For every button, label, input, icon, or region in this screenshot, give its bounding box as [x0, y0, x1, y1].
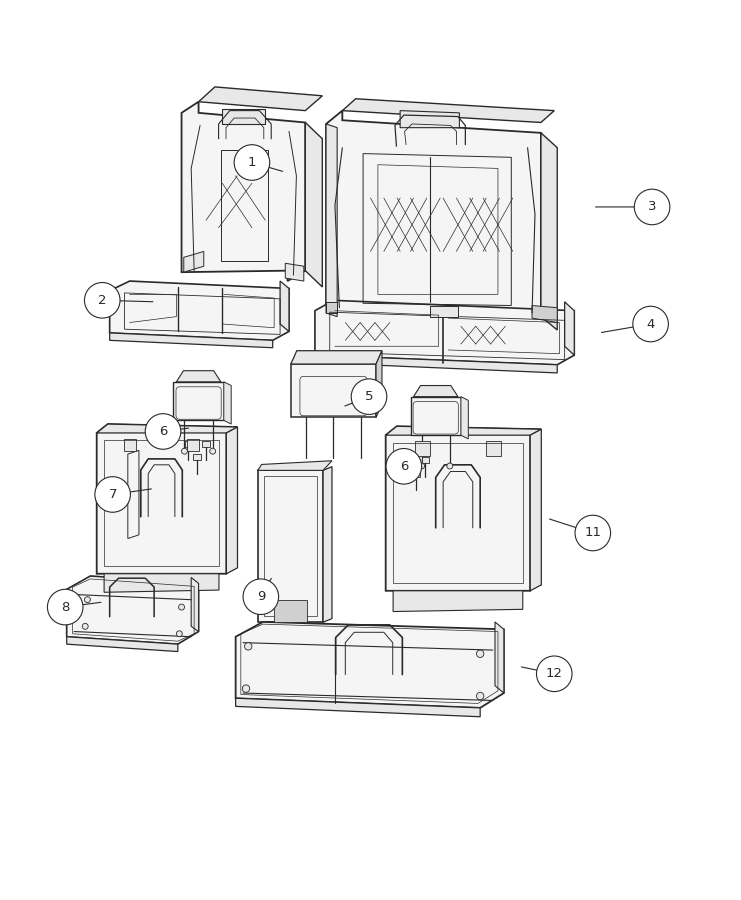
Polygon shape [326, 124, 337, 317]
Text: 7: 7 [108, 488, 117, 501]
Polygon shape [400, 111, 459, 128]
Polygon shape [326, 111, 541, 317]
Polygon shape [193, 454, 201, 461]
Circle shape [476, 650, 484, 658]
Polygon shape [184, 251, 204, 272]
Polygon shape [202, 441, 210, 447]
Circle shape [245, 643, 252, 650]
Polygon shape [342, 99, 554, 122]
Polygon shape [315, 301, 574, 364]
Polygon shape [185, 441, 192, 447]
Circle shape [179, 604, 185, 610]
Polygon shape [187, 439, 199, 452]
Polygon shape [67, 576, 199, 644]
Polygon shape [236, 622, 504, 708]
Circle shape [633, 306, 668, 342]
Polygon shape [67, 636, 178, 652]
Polygon shape [305, 122, 322, 287]
Polygon shape [290, 351, 382, 364]
Polygon shape [274, 600, 307, 622]
Circle shape [95, 477, 130, 512]
Polygon shape [315, 356, 557, 373]
Circle shape [176, 631, 182, 636]
Polygon shape [326, 302, 337, 313]
Polygon shape [280, 281, 289, 331]
Polygon shape [182, 102, 305, 281]
Circle shape [243, 579, 279, 615]
Polygon shape [199, 87, 322, 111]
Polygon shape [415, 441, 430, 456]
Polygon shape [531, 429, 541, 590]
Polygon shape [173, 382, 224, 420]
Polygon shape [393, 590, 522, 611]
Text: 9: 9 [256, 590, 265, 603]
Circle shape [47, 590, 83, 625]
Polygon shape [227, 427, 237, 573]
Polygon shape [285, 264, 304, 281]
Polygon shape [486, 441, 501, 456]
Circle shape [536, 656, 572, 691]
Text: 3: 3 [648, 201, 657, 213]
Circle shape [447, 463, 453, 469]
Polygon shape [411, 397, 461, 436]
Polygon shape [176, 371, 221, 382]
Circle shape [84, 597, 90, 603]
Circle shape [84, 283, 120, 318]
Circle shape [234, 145, 270, 180]
Polygon shape [385, 427, 541, 590]
Polygon shape [430, 305, 458, 317]
Circle shape [386, 448, 422, 484]
Circle shape [182, 448, 187, 454]
Polygon shape [541, 133, 557, 330]
Polygon shape [110, 333, 273, 347]
Polygon shape [495, 622, 504, 693]
Circle shape [242, 685, 250, 692]
Text: 2: 2 [98, 293, 107, 307]
Text: 6: 6 [159, 425, 167, 438]
Circle shape [575, 515, 611, 551]
Polygon shape [422, 457, 429, 464]
Text: 11: 11 [585, 526, 601, 539]
Polygon shape [461, 397, 468, 439]
Polygon shape [191, 578, 199, 632]
Polygon shape [236, 698, 480, 716]
Text: 8: 8 [61, 600, 70, 614]
Text: 1: 1 [247, 156, 256, 169]
Polygon shape [413, 471, 420, 477]
Polygon shape [376, 351, 382, 418]
Polygon shape [532, 305, 557, 322]
Circle shape [82, 624, 88, 629]
Text: 4: 4 [646, 318, 655, 330]
Polygon shape [258, 471, 323, 622]
Polygon shape [565, 302, 574, 356]
Polygon shape [404, 457, 411, 464]
Polygon shape [413, 385, 458, 397]
Circle shape [210, 448, 216, 454]
Polygon shape [124, 439, 136, 452]
Polygon shape [110, 281, 289, 340]
Circle shape [476, 692, 484, 699]
Text: 6: 6 [399, 460, 408, 473]
Polygon shape [258, 461, 332, 471]
Polygon shape [323, 467, 332, 622]
Polygon shape [222, 109, 265, 124]
Circle shape [419, 463, 425, 469]
Polygon shape [96, 424, 237, 573]
Polygon shape [385, 427, 541, 436]
Circle shape [351, 379, 387, 414]
Circle shape [145, 414, 181, 449]
Polygon shape [224, 382, 231, 424]
Text: 5: 5 [365, 390, 373, 403]
Circle shape [634, 189, 670, 225]
Text: 12: 12 [546, 667, 562, 680]
Polygon shape [104, 573, 219, 592]
Polygon shape [290, 364, 376, 418]
Polygon shape [96, 424, 237, 433]
